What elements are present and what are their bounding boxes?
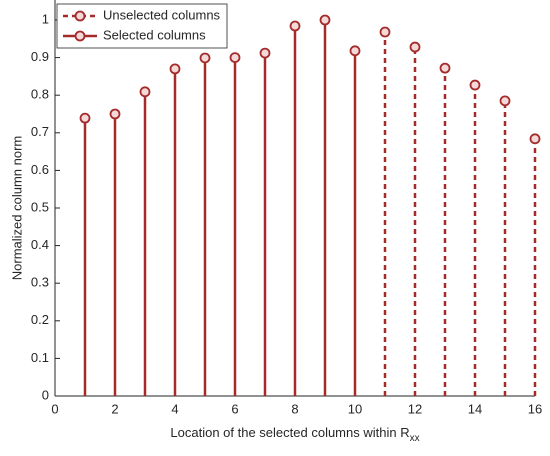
y-tick-label: 0.8	[31, 87, 49, 102]
stem-marker	[319, 14, 331, 26]
stem-marker	[469, 79, 481, 91]
legend-label: Selected columns	[103, 27, 206, 42]
legend-box	[56, 3, 228, 49]
x-tick-label: 14	[468, 401, 482, 416]
x-tick-label: 4	[171, 401, 178, 416]
y-tick-label: 0.9	[31, 49, 49, 64]
x-tick-label: 8	[291, 401, 298, 416]
stem-marker	[289, 20, 301, 32]
stem-marker	[79, 112, 91, 124]
stem-marker	[199, 52, 211, 64]
y-tick-label: 0.2	[31, 312, 49, 327]
y-tick-label: 0.6	[31, 162, 49, 177]
x-tick-label: 10	[348, 401, 362, 416]
y-axis-label: Normalized column norm	[9, 136, 24, 281]
y-tick-label: 1	[42, 11, 49, 26]
y-tick-label: 0.7	[31, 124, 49, 139]
stem-marker	[169, 63, 181, 75]
stem-marker	[499, 95, 511, 107]
stem-marker	[529, 133, 541, 145]
stem-marker	[259, 47, 271, 59]
x-tick-label: 16	[528, 401, 542, 416]
stem-marker	[109, 108, 121, 120]
x-axis-label: Location of the selected columns within …	[170, 425, 419, 443]
stem-marker	[229, 52, 241, 63]
stem-marker	[379, 26, 391, 38]
legend-marker	[74, 10, 86, 22]
y-tick-label: 0.3	[31, 275, 49, 290]
y-tick-label: 0.5	[31, 199, 49, 214]
stem-marker	[439, 62, 451, 74]
x-tick-label: 0	[51, 401, 58, 416]
legend-label: Unselected columns	[103, 7, 221, 22]
x-axis-label-text: Location of the selected columns within …	[170, 425, 409, 440]
x-tick-label: 2	[111, 401, 118, 416]
x-tick-label: 12	[408, 401, 422, 416]
stem-marker	[349, 45, 361, 57]
x-axis-label-subscript: xx	[410, 433, 420, 444]
y-tick-label: 0.1	[31, 350, 49, 365]
legend-marker	[74, 30, 86, 42]
y-tick-label: 0.4	[31, 237, 49, 252]
x-tick-label: 6	[231, 401, 238, 416]
y-tick-label: 0	[42, 387, 49, 402]
stem-marker	[139, 86, 151, 98]
stem-marker	[409, 41, 421, 53]
